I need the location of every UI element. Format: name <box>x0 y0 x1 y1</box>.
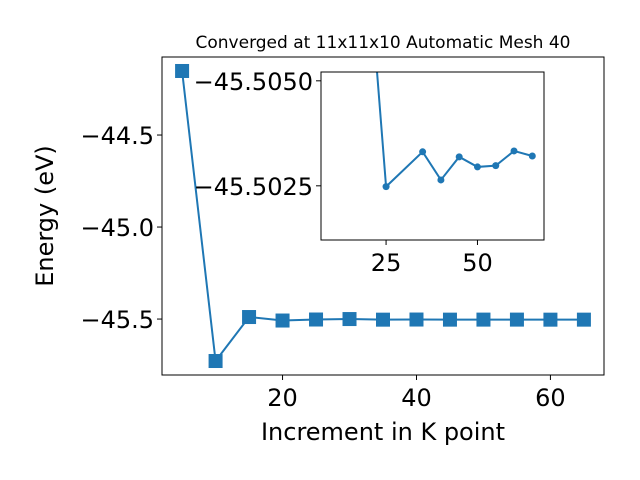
data-point <box>376 312 390 327</box>
y-axis-label: Energy (eV) <box>31 145 59 287</box>
data-point <box>455 153 463 161</box>
data-point <box>309 312 324 327</box>
data-point <box>492 162 500 170</box>
plot-area <box>321 72 544 240</box>
axes-frame <box>320 71 545 241</box>
x-tick-label: 25 <box>371 249 402 277</box>
y-tick-label: −45.0 <box>80 214 154 242</box>
x-tick-label: 50 <box>462 249 493 277</box>
y-tick-label: −45.5 <box>80 306 154 334</box>
y-tick-label: −45.5025 <box>194 173 313 201</box>
data-point <box>543 312 558 327</box>
plot-content <box>376 72 536 191</box>
x-tick-label: 60 <box>535 384 566 412</box>
chart-title: Converged at 11x11x10 Automatic Mesh 40 <box>196 33 571 53</box>
data-point <box>509 312 524 327</box>
data-point <box>175 63 190 78</box>
data-point <box>409 312 424 327</box>
data-point <box>419 148 427 156</box>
y-tick-label: −44.5 <box>80 122 154 150</box>
x-tick-label: 20 <box>267 384 298 412</box>
y-tick-label: −45.5050 <box>194 68 313 96</box>
data-point <box>528 152 536 160</box>
data-point <box>437 176 445 184</box>
data-point <box>208 354 223 369</box>
data-point <box>242 310 257 325</box>
data-point <box>382 183 390 191</box>
data-point <box>275 313 290 328</box>
x-axis-label: Increment in K point <box>261 418 505 446</box>
data-point <box>476 312 491 327</box>
data-point <box>442 312 457 327</box>
x-tick-label: 40 <box>401 384 432 412</box>
data-point <box>576 312 591 327</box>
axes-frame <box>161 56 605 376</box>
data-point <box>473 163 481 171</box>
data-point <box>510 147 518 155</box>
plot-content <box>175 63 591 369</box>
data-point <box>342 312 357 327</box>
